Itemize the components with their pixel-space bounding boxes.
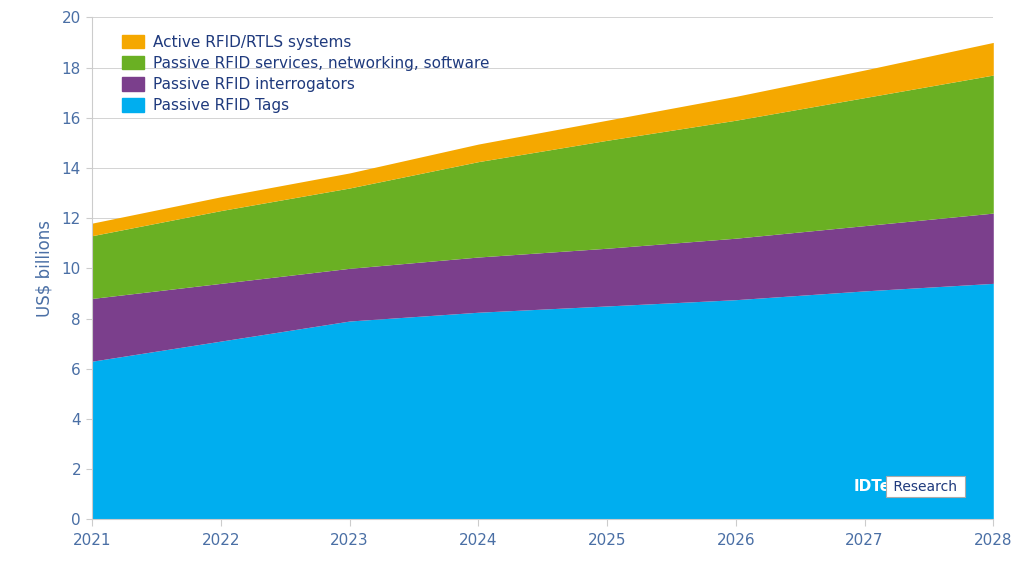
- Legend: Active RFID/RTLS systems, Passive RFID services, networking, software, Passive R: Active RFID/RTLS systems, Passive RFID s…: [118, 30, 494, 118]
- Text: Research: Research: [890, 479, 962, 494]
- Y-axis label: US$ billions: US$ billions: [36, 220, 53, 317]
- Text: IDTechEx: IDTechEx: [854, 479, 931, 494]
